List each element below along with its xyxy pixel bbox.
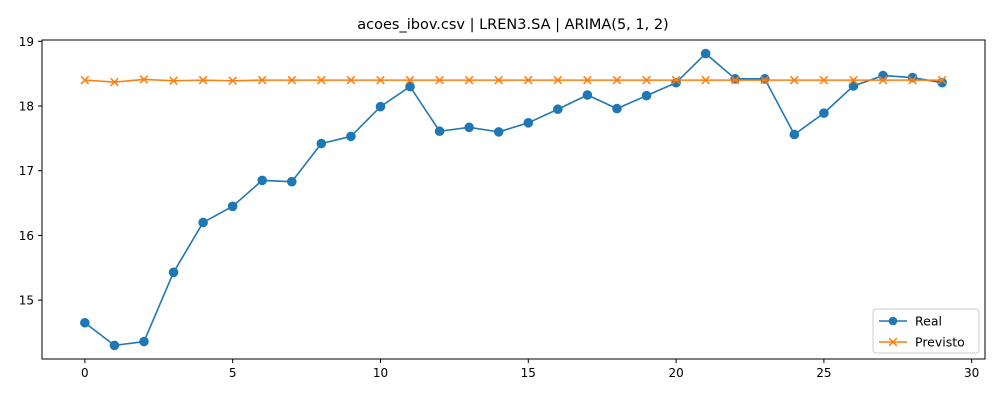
data-point — [612, 103, 622, 114]
data-point — [523, 75, 533, 85]
series-real — [80, 48, 947, 351]
data-point — [464, 75, 474, 85]
legend-entry-real: Real — [879, 314, 942, 329]
data-point — [553, 104, 563, 115]
data-point — [582, 90, 593, 100]
data-point — [110, 77, 119, 87]
data-point — [109, 340, 120, 351]
data-point — [878, 75, 888, 85]
data-point — [257, 75, 267, 85]
legend-label: Previsto — [915, 335, 965, 350]
data-point — [464, 122, 474, 133]
data-point — [849, 75, 858, 85]
data-point — [937, 75, 947, 85]
legend-entry-previsto: Previsto — [879, 335, 965, 350]
y-tick-label: 17 — [19, 164, 34, 178]
plot-area — [80, 48, 947, 351]
data-point — [493, 127, 504, 137]
data-point — [80, 317, 90, 328]
data-point — [671, 75, 681, 85]
x-tick-label: 25 — [816, 366, 831, 380]
axes: 0 5 10 15 20 25 30 15 16 17 18 19 — [19, 35, 986, 380]
data-point — [405, 81, 415, 92]
legend-marker — [888, 337, 898, 347]
data-point — [139, 336, 149, 347]
data-point — [848, 81, 859, 91]
data-point — [286, 176, 297, 187]
data-point — [878, 70, 888, 81]
data-point — [819, 75, 829, 85]
x-tick-label: 15 — [521, 366, 536, 380]
data-point — [908, 75, 917, 85]
data-point — [760, 75, 770, 85]
data-point — [553, 75, 563, 85]
data-point — [642, 75, 651, 85]
series-line-real — [84, 52, 943, 347]
data-point — [169, 76, 178, 86]
data-point — [730, 75, 740, 85]
data-point — [257, 175, 268, 186]
data-point — [316, 138, 327, 149]
data-point — [759, 74, 770, 84]
y-tick-label: 16 — [19, 229, 34, 243]
chart-title: acoes_ibov.csv | LREN3.SA | ARIMA(5, 1, … — [357, 17, 668, 33]
data-point — [435, 75, 444, 85]
data-point — [790, 75, 799, 85]
data-point — [583, 75, 592, 85]
data-point — [375, 101, 386, 112]
data-point — [287, 75, 297, 85]
plot-frame — [41, 39, 986, 360]
x-tick-label: 0 — [81, 366, 89, 380]
data-point — [434, 126, 445, 137]
data-point — [80, 75, 90, 85]
data-point — [376, 75, 385, 85]
data-point — [346, 75, 356, 85]
data-point — [494, 75, 504, 85]
legend-label: Real — [915, 314, 942, 329]
series-previsto — [80, 75, 947, 87]
data-point — [317, 75, 326, 85]
data-point — [641, 90, 652, 101]
legend-marker — [888, 316, 898, 326]
series-line-previsto — [84, 78, 943, 83]
data-point — [346, 131, 356, 142]
data-point — [198, 75, 208, 85]
x-tick-label: 10 — [373, 366, 388, 380]
data-point — [139, 75, 149, 84]
data-point — [730, 74, 741, 84]
data-point — [700, 48, 711, 59]
legend: Real Previsto — [872, 308, 980, 354]
y-tick-label: 15 — [19, 294, 34, 308]
data-point — [168, 267, 179, 278]
data-point — [405, 75, 415, 85]
data-point — [227, 201, 238, 212]
data-point — [228, 76, 237, 86]
data-point — [701, 75, 710, 85]
x-tick-label: 20 — [668, 366, 683, 380]
y-tick-label: 19 — [19, 35, 34, 49]
y-tick-label: 18 — [19, 100, 34, 114]
x-tick-label: 30 — [964, 366, 979, 380]
data-point — [789, 129, 800, 140]
data-point — [523, 118, 534, 128]
data-point — [198, 217, 208, 228]
x-tick-label: 5 — [229, 366, 237, 380]
data-point — [612, 75, 622, 85]
data-point — [819, 108, 829, 118]
